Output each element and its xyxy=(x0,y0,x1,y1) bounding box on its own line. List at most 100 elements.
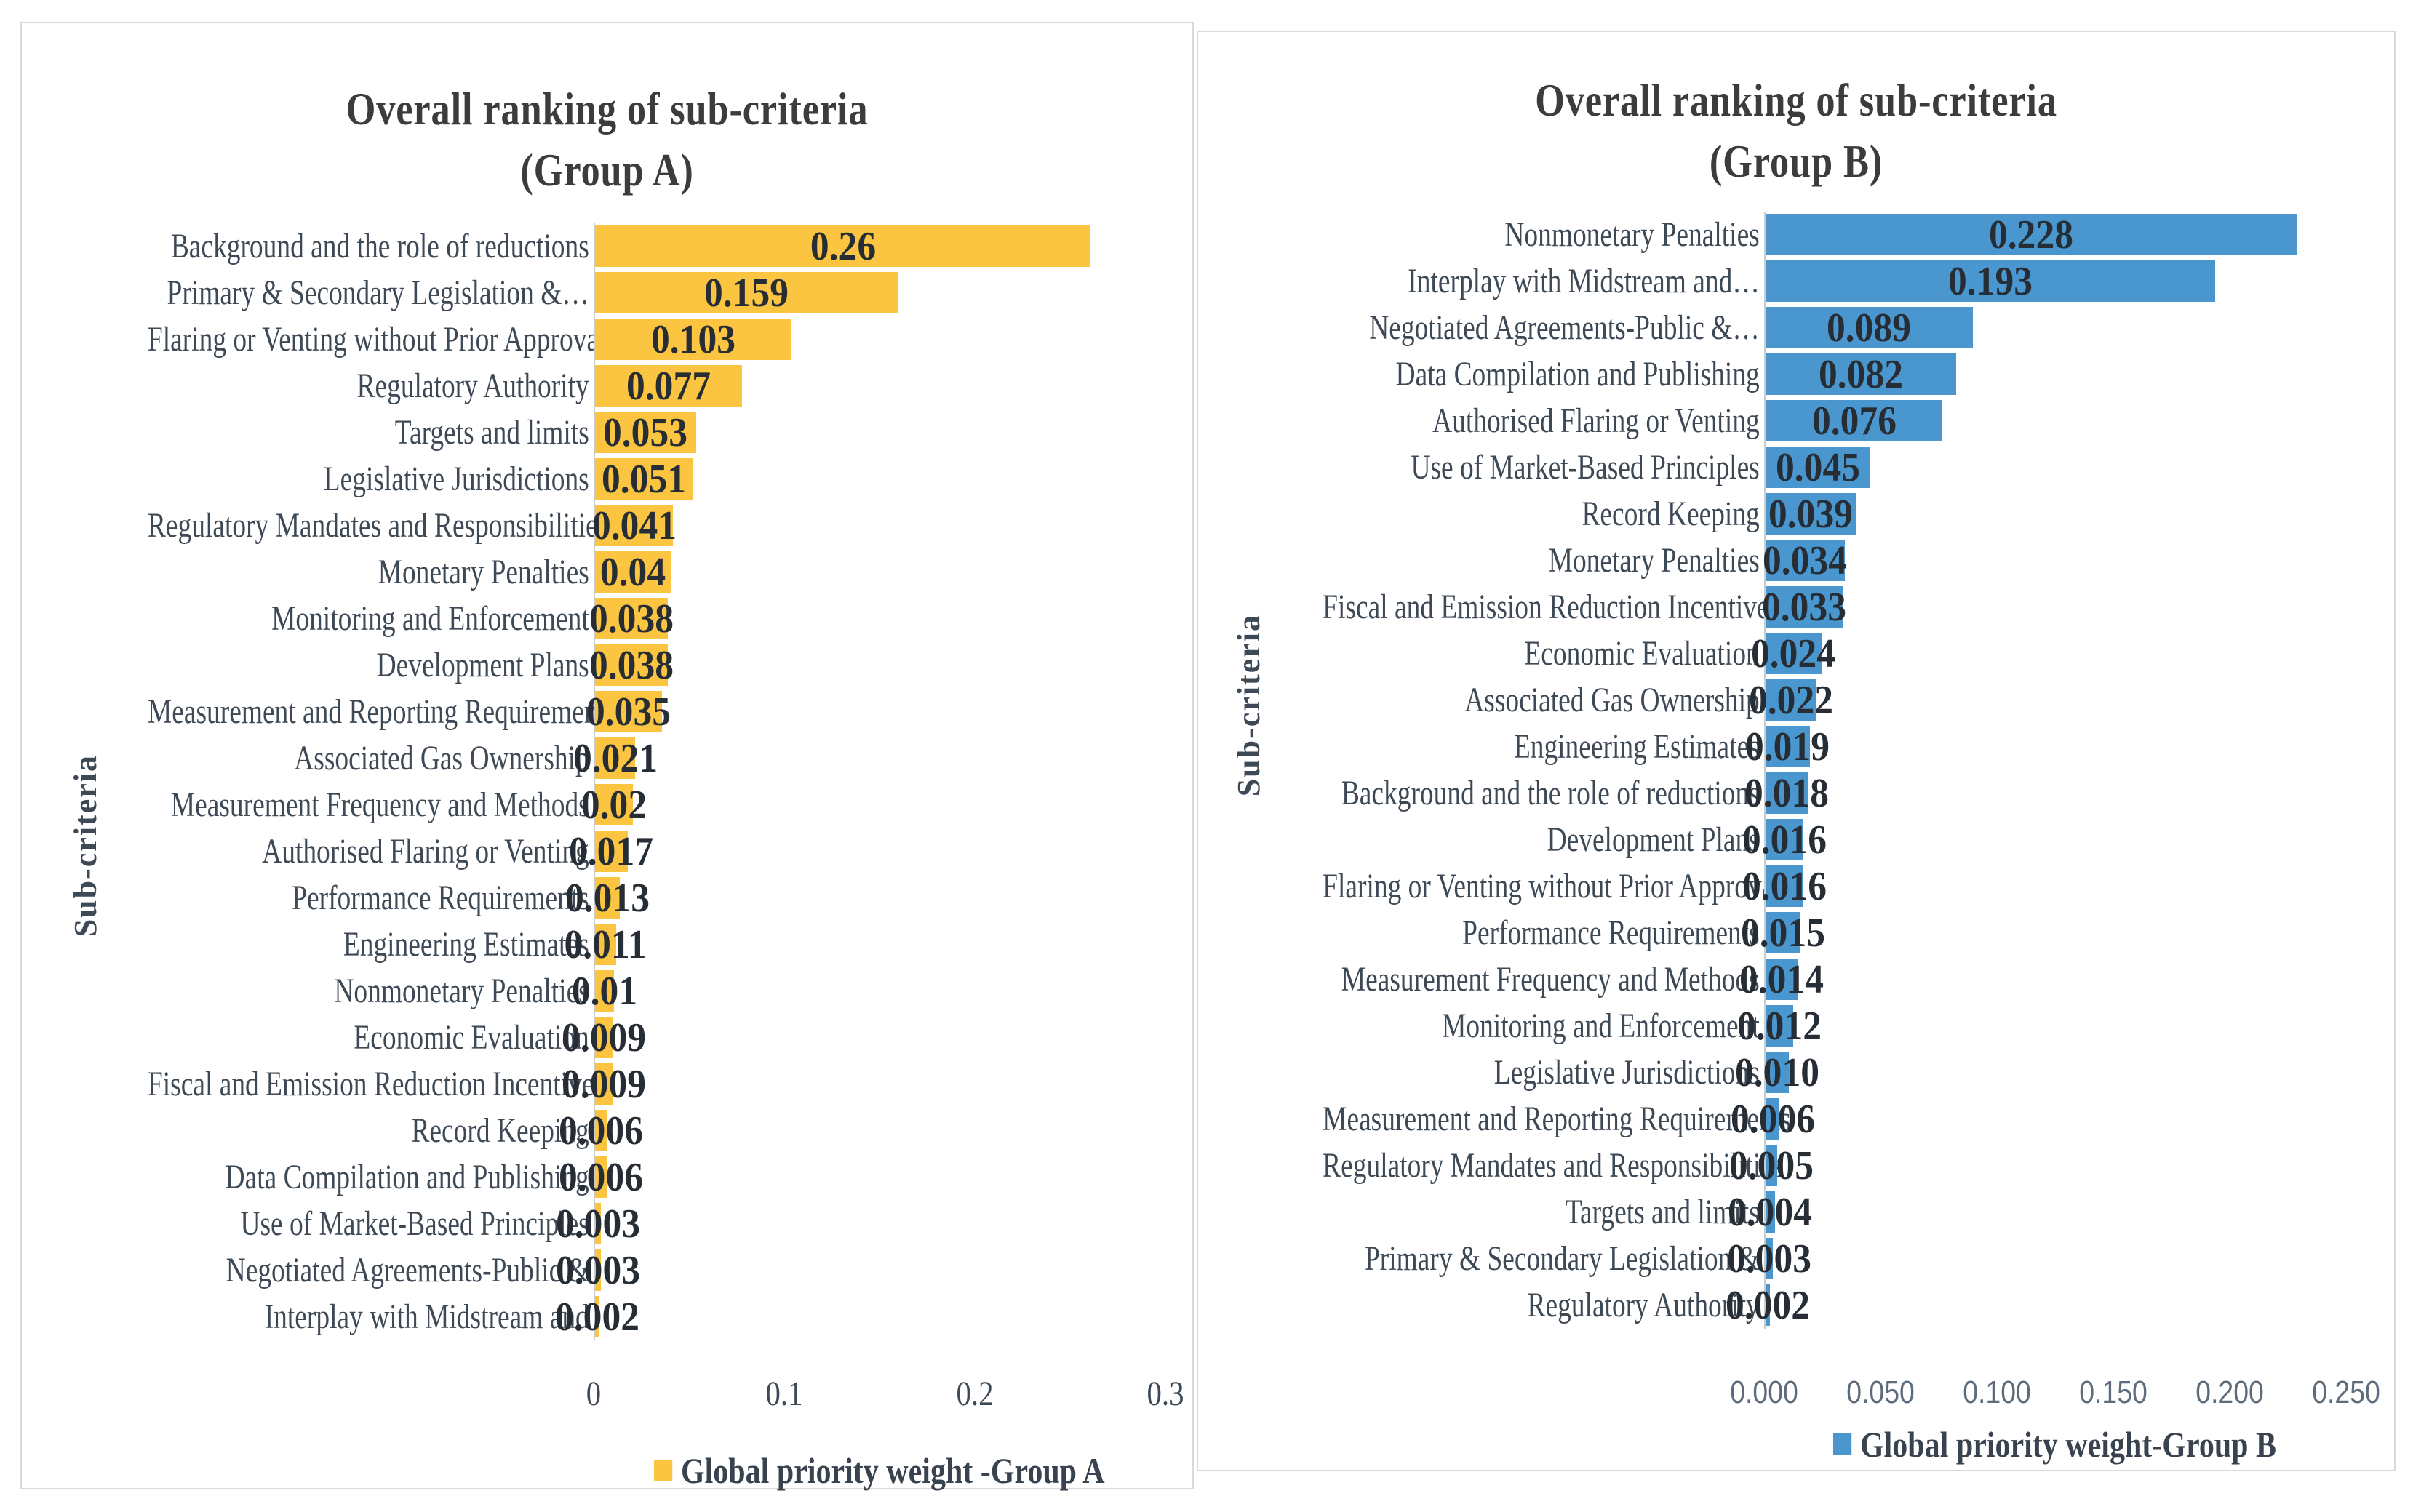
chart-title-line2: (Group A) xyxy=(520,144,694,196)
value-label: 0.053 xyxy=(603,409,688,455)
category-label: Use of Market-Based Principles xyxy=(240,1204,589,1243)
chart-title-line1: Overall ranking of sub-criteria xyxy=(1535,74,2057,126)
category-label: Fiscal and Emission Reduction Incentives xyxy=(147,1064,605,1103)
bar-track: 0.003 xyxy=(556,1200,1167,1247)
bar-row: Measurement and Reporting Requirements 0.… xyxy=(22,688,1192,735)
category-label: Monitoring and Enforcement xyxy=(1442,1006,1760,1045)
value-label: 0.051 xyxy=(601,456,686,502)
bar-row: Economic Evaluation 0.024 xyxy=(1198,630,2394,677)
value-label: 0.003 xyxy=(1726,1236,1811,1281)
bar-row: Development Plans 0.038 xyxy=(22,641,1192,689)
bar-track: 0.019 xyxy=(1745,723,2348,770)
value-label: 0.02 xyxy=(581,782,647,828)
value-label: 0.009 xyxy=(561,1061,646,1107)
x-tick-label: 0.100 xyxy=(1963,1374,2031,1410)
bar-track: 0.021 xyxy=(573,735,1167,782)
bar xyxy=(1766,679,1817,721)
bar-track: 0.016 xyxy=(1742,863,2348,910)
bar xyxy=(1766,772,1808,815)
bar-row: Flaring or Venting without Prior Approva… xyxy=(1198,863,2394,910)
bar-track: 0.012 xyxy=(1737,1002,2348,1049)
bar-row: Authorised Flaring or Venting 0.076 xyxy=(1198,397,2394,444)
bar-row: Record Keeping 0.006 xyxy=(22,1107,1192,1154)
x-tick-label: 0.3 xyxy=(1146,1374,1184,1413)
value-label: 0.002 xyxy=(1726,1282,1811,1328)
x-tick-label: 0.250 xyxy=(2312,1374,2380,1410)
bar xyxy=(595,598,668,640)
bar-track: 0.038 xyxy=(589,595,1167,642)
bar-track: 0.005 xyxy=(1729,1142,2348,1189)
value-label: 0.002 xyxy=(554,1294,639,1340)
bar-row: Performance Requirements 0.013 xyxy=(22,874,1192,921)
bar-track: 0.022 xyxy=(1749,676,2348,724)
value-label: 0.017 xyxy=(569,828,654,874)
value-label: 0.159 xyxy=(704,270,789,316)
bar xyxy=(1766,447,1870,489)
value-label: 0.038 xyxy=(589,596,674,641)
bar-row: Primary & Secondary Legislation & 0.003 xyxy=(1198,1235,2394,1282)
category-label: Economic Evaluation xyxy=(354,1017,589,1057)
category-label: Regulatory Mandates and Responsibilities xyxy=(1323,1145,1784,1185)
bar-row: Nonmonetary Penalties 0.01 xyxy=(22,967,1192,1015)
bar-track: 0.002 xyxy=(1726,1281,2348,1329)
bar xyxy=(1766,912,1800,954)
bar xyxy=(1766,493,1856,535)
value-label: 0.035 xyxy=(586,689,671,735)
bar xyxy=(595,272,898,314)
bar-row: Economic Evaluation 0.009 xyxy=(22,1014,1192,1061)
bar-row: Nonmonetary Penalties 0.228 xyxy=(1198,211,2394,258)
bar-row: Regulatory Mandates and Responsibilities… xyxy=(1198,1142,2394,1189)
bar-track: 0.006 xyxy=(559,1107,1167,1154)
bar-row: Legislative Jurisdictions 0.010 xyxy=(1198,1049,2394,1096)
value-label: 0.039 xyxy=(1768,491,1854,537)
value-label: 0.103 xyxy=(650,316,735,362)
legend-entry: Global priority weight-Group B xyxy=(1833,1423,2277,1465)
value-label: 0.089 xyxy=(1827,305,1912,351)
bar-row: Fiscal and Emission Reduction Incentives… xyxy=(22,1060,1192,1108)
bar xyxy=(595,458,693,500)
value-label: 0.024 xyxy=(1751,631,1836,676)
bar xyxy=(1766,1145,1777,1187)
bar-row: Targets and limits 0.004 xyxy=(1198,1188,2394,1236)
bar xyxy=(1766,1052,1789,1094)
plot-area: Nonmonetary Penalties 0.228 Interplay with… xyxy=(1198,211,2394,1329)
bar xyxy=(1766,307,1973,349)
category-label: Primary & Secondary Legislation &… xyxy=(167,273,589,312)
category-label: Data Compilation and Publishing xyxy=(1395,354,1760,393)
bar xyxy=(1766,633,1822,675)
bar-row: Background and the role of reductions 0.0… xyxy=(1198,769,2394,817)
bar xyxy=(595,1156,607,1199)
category-label: Measurement and Reporting Requirements xyxy=(147,692,616,731)
bar xyxy=(595,551,671,593)
legend-label: Global priority weight -Group A xyxy=(681,1449,1105,1491)
bar-track: 0.039 xyxy=(1764,490,2348,537)
category-label: Development Plans xyxy=(376,645,589,684)
value-label: 0.021 xyxy=(573,735,658,781)
value-label: 0.006 xyxy=(558,1154,643,1200)
bar-track: 0.26 xyxy=(594,223,1167,270)
bar xyxy=(1766,260,2215,303)
bar-row: Measurement Frequency and Methods 0.014 xyxy=(1198,956,2394,1003)
category-label: Background and the role of reductions xyxy=(1341,773,1760,812)
bar-row: Record Keeping 0.039 xyxy=(1198,490,2394,537)
legend: Global priority weight-Group B xyxy=(1764,1423,2346,1465)
bar xyxy=(595,784,634,826)
bar-row: Background and the role of reductions 0.2… xyxy=(22,223,1192,270)
value-label: 0.077 xyxy=(626,363,711,409)
bar xyxy=(595,1017,613,1059)
value-label: 0.022 xyxy=(1749,677,1834,723)
bar-track: 0.228 xyxy=(1764,211,2348,258)
bar-row: Regulatory Mandates and Responsibilities… xyxy=(22,502,1192,549)
legend-label: Global priority weight-Group B xyxy=(1860,1423,2277,1465)
bar xyxy=(595,505,674,547)
bar-track: 0.004 xyxy=(1728,1188,2348,1236)
bar-track: 0.006 xyxy=(559,1153,1167,1201)
category-label: Legislative Jurisdictions xyxy=(323,459,589,498)
bar-row: Legislative Jurisdictions 0.051 xyxy=(22,455,1192,503)
bar xyxy=(595,877,621,919)
bar-track: 0.103 xyxy=(594,316,1167,363)
bar xyxy=(595,831,628,873)
bar-row: Use of Market-Based Principles 0.003 xyxy=(22,1200,1192,1247)
value-label: 0.015 xyxy=(1741,910,1825,956)
bar-track: 0.003 xyxy=(556,1247,1167,1294)
